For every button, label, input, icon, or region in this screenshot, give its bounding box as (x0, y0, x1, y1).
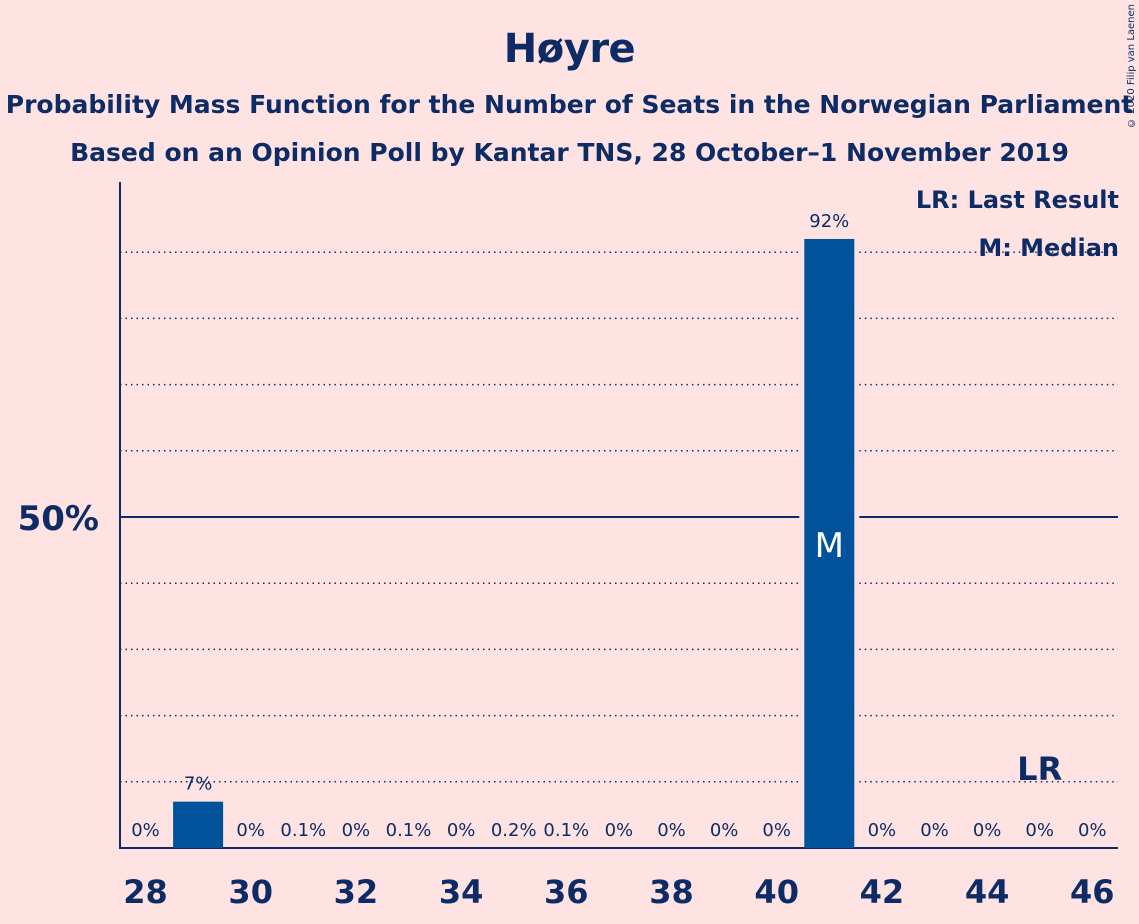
x-tick-label: 44 (965, 873, 1010, 911)
data-label: 0% (762, 820, 791, 841)
data-label: 92% (809, 211, 849, 232)
x-tick-label: 38 (649, 873, 694, 911)
data-label: 0.1% (280, 820, 326, 841)
y-tick-label: 50% (18, 499, 99, 539)
chart-title: Høyre (503, 26, 636, 72)
x-tick-label: 32 (334, 873, 379, 911)
data-label: 0% (131, 820, 160, 841)
x-tick-label: 36 (544, 873, 589, 911)
data-label: 0% (920, 820, 949, 841)
data-label: 0% (236, 820, 265, 841)
legend-median: M: Median (978, 234, 1119, 262)
data-label: 0% (1078, 820, 1107, 841)
data-label: 0% (868, 820, 897, 841)
data-label: 0.2% (491, 820, 537, 841)
data-label: 0% (710, 820, 739, 841)
median-marker: M (815, 526, 844, 566)
data-label: 0% (342, 820, 371, 841)
data-label: 0% (657, 820, 686, 841)
bar-seat-41 (804, 238, 855, 848)
data-label: 0% (973, 820, 1002, 841)
chart-subtitle: Probability Mass Function for the Number… (5, 90, 1134, 119)
data-label: 0% (447, 820, 476, 841)
x-tick-label: 40 (754, 873, 799, 911)
x-tick-label: 30 (228, 873, 273, 911)
x-tick-label: 46 (1070, 873, 1115, 911)
x-tick-label: 28 (123, 873, 168, 911)
data-label: 0% (1025, 820, 1054, 841)
x-tick-label: 42 (860, 873, 905, 911)
data-label: 7% (184, 774, 213, 795)
data-label: 0.1% (543, 820, 589, 841)
data-label: 0% (605, 820, 634, 841)
data-label: 0.1% (386, 820, 432, 841)
legend-last-result: LR: Last Result (915, 186, 1119, 214)
last-result-marker: LR (1017, 750, 1062, 788)
chart-subtitle-poll: Based on an Opinion Poll by Kantar TNS, … (70, 138, 1069, 167)
x-tick-label: 34 (439, 873, 484, 911)
bar-seat-29 (173, 801, 224, 848)
